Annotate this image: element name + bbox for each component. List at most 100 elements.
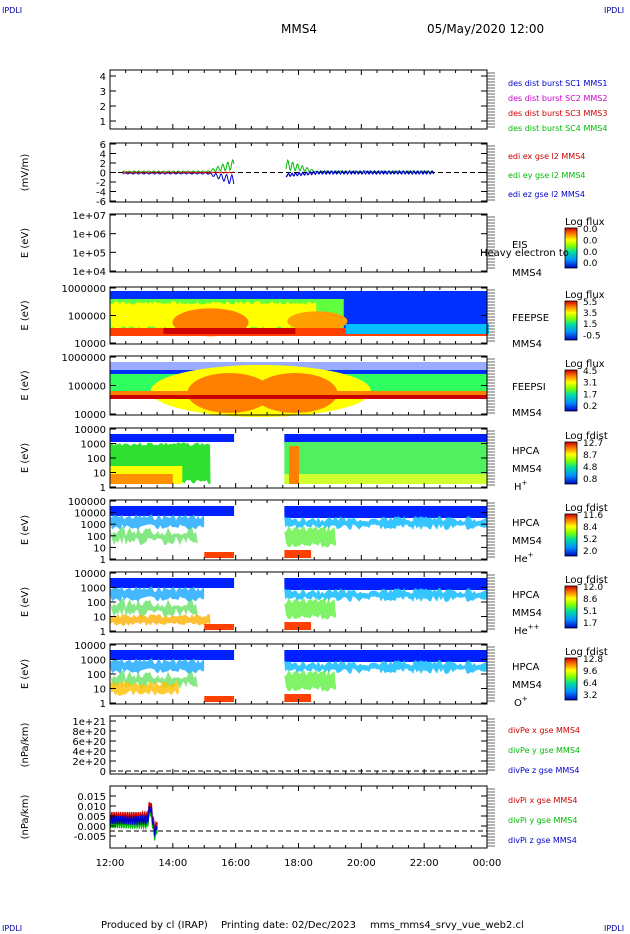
y-tick-label: 100 <box>87 670 106 681</box>
spec-band-cyan <box>284 660 487 674</box>
y-tick-label: 100000 <box>68 497 106 508</box>
spec-band-green <box>284 598 337 620</box>
spec-band-orange <box>289 446 300 484</box>
y-axis-label: E (eV) <box>20 370 31 400</box>
spec-band-red <box>110 328 487 336</box>
y-tick-label: 0.010 <box>77 802 106 813</box>
spec-band-red <box>284 622 312 630</box>
colorbar <box>564 657 578 701</box>
spec-band-green <box>110 598 198 618</box>
y-tick-label: 6e+20 <box>72 737 106 748</box>
colorbar <box>564 300 578 341</box>
y-axis-label: (nPa/km) <box>20 723 31 768</box>
instrument-label: FEEPSI <box>512 382 546 393</box>
colorbar-tick-label: 0.0 <box>583 236 598 246</box>
spec-band-cyan <box>110 658 205 674</box>
colorbar-tick-label: 1.7 <box>583 619 597 629</box>
spacecraft-label: MMS4 <box>512 268 542 279</box>
colorbar-title: Log fdist <box>565 503 608 514</box>
legend-entry: divPe x gse MMS4 <box>508 726 580 735</box>
colorbar-tick-label: 8.6 <box>583 595 598 605</box>
spec-band-green <box>110 526 198 546</box>
spacecraft-label: MMS4 <box>512 408 542 419</box>
y-tick-label: 10000 <box>74 641 106 652</box>
x-tick-label: 18:00 <box>284 858 313 869</box>
x-tick-label: 16:00 <box>221 858 250 869</box>
y-axis-label: E (eV) <box>20 587 31 617</box>
y-tick-label: 4 <box>100 150 106 161</box>
footer-producer: Produced by cl (IRAP) <box>101 920 208 931</box>
legend-entry: edi ey gse l2 MMS4 <box>508 171 586 180</box>
y-tick-label: 1e+06 <box>72 230 106 241</box>
y-tick-label: 100 <box>87 598 106 609</box>
colorbar-tick-label: 8.4 <box>583 523 598 533</box>
spacecraft-label: MMS4 <box>512 608 542 619</box>
overlay-label: Heavy electron to <box>480 248 569 259</box>
colorbar-tick-label: 0.0 <box>583 259 598 269</box>
colorbar-title: Log fdist <box>565 647 608 658</box>
y-tick-label: 1000 <box>81 656 106 667</box>
colorbar-title: Log fdist <box>565 575 608 586</box>
colorbar-tick-label: 12.8 <box>583 655 603 665</box>
spacecraft-label: MMS4 <box>512 680 542 691</box>
species-charge: + <box>528 551 534 559</box>
y-tick-label: 10000 <box>74 339 106 350</box>
footer-printing-date: Printing date: 02/Dec/2023 <box>221 920 357 931</box>
y-tick-label: -6 <box>96 197 106 208</box>
legend-entry: divPi z gse MMS4 <box>508 836 577 845</box>
y-tick-label: 1e+05 <box>72 248 106 259</box>
y-tick-label: 1000000 <box>61 353 106 364</box>
y-tick-label: 1e+21 <box>72 717 106 728</box>
spacecraft-label: MMS4 <box>512 464 542 475</box>
x-tick-label: 20:00 <box>347 858 376 869</box>
x-tick-label: 12:00 <box>96 858 125 869</box>
y-tick-label: 1e+04 <box>72 267 106 278</box>
legend-entry: divPe y gse MMS4 <box>508 746 580 755</box>
legend-entry: divPi y gse MMS4 <box>508 816 577 825</box>
y-axis-label: E (eV) <box>20 515 31 545</box>
colorbar-tick-label: 0.2 <box>583 402 597 412</box>
species-label: He+ <box>514 551 534 565</box>
corner-mark-top-left: IPDLI <box>2 6 23 15</box>
y-tick-label: 2e+20 <box>72 757 106 768</box>
colorbar-tick-label: 4.8 <box>583 463 598 473</box>
instrument-label: FEEPSE <box>512 313 549 324</box>
y-axis-label: E (eV) <box>20 300 31 330</box>
y-tick-label: 10000 <box>74 569 106 580</box>
colorbar-tick-label: 0.8 <box>583 475 598 485</box>
y-tick-label: 1000 <box>81 520 106 531</box>
corner-mark-top-right: IPDLI <box>604 6 625 15</box>
instrument-label: HPCA <box>512 446 540 457</box>
y-axis-label: E (eV) <box>20 443 31 473</box>
species-charge: + <box>522 695 528 703</box>
spec-band-blue <box>284 578 487 590</box>
y-tick-label: 0.000 <box>77 822 106 833</box>
spec-band-red <box>284 550 312 558</box>
spec-band-blue <box>284 650 487 662</box>
instrument-label: HPCA <box>512 590 540 601</box>
colorbar-tick-label: 9.6 <box>583 667 598 677</box>
colorbar-tick-label: 3.5 <box>583 309 597 319</box>
y-tick-label: 10000 <box>74 410 106 421</box>
legend-entry: des dist burst SC1 MMS1 <box>508 79 607 88</box>
species-label: He++ <box>514 623 540 637</box>
spec-band-blue <box>284 434 487 444</box>
page-title: MMS4 <box>281 22 317 36</box>
colorbar-tick-label: 3.2 <box>583 691 597 701</box>
y-tick-label: 6 <box>100 140 106 151</box>
corner-mark-bottom-left: IPDLI <box>2 924 23 933</box>
spec-band-blue <box>110 506 235 516</box>
y-tick-label: 3 <box>100 87 106 98</box>
spec-band-orange <box>110 474 173 484</box>
spec-band-cyan <box>110 514 205 530</box>
species-label: H+ <box>514 479 528 493</box>
panel-frame <box>109 715 488 775</box>
y-tick-label: 1000 <box>81 440 106 451</box>
colorbar-tick-label: 8.7 <box>583 451 597 461</box>
species-charge: ++ <box>528 623 540 631</box>
y-tick-label: 0 <box>100 767 106 778</box>
colorbar-tick-label: 5.5 <box>583 298 597 308</box>
legend-entry: des dist burst SC2 MMS2 <box>508 94 607 103</box>
spec-band-blue <box>110 434 235 442</box>
